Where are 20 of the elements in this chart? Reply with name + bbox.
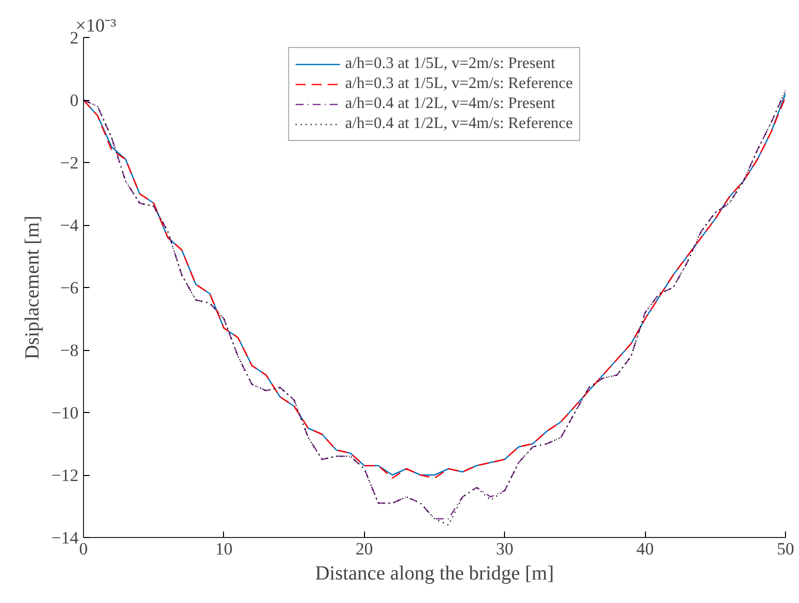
legend-label: a/h=0.4 at 1/2L, v=4m/s: Present: [345, 95, 556, 113]
y-axis-title: Dsiplacement [m]: [21, 216, 44, 360]
y-tick-label: −14: [51, 528, 79, 548]
y-tick-label: −4: [60, 216, 79, 235]
y-tick-label: −8: [60, 341, 78, 360]
x-tick-label: 30: [496, 540, 514, 558]
x-tick-label: 10: [215, 540, 233, 558]
y-tick-label: 0: [70, 91, 79, 110]
x-axis-title: Distance along the bridge [m]: [315, 562, 554, 584]
legend-label: a/h=0.4 at 1/2L, v=4m/s: Reference: [345, 115, 573, 133]
x-tick-label: 50: [776, 540, 794, 558]
x-tick-label: 40: [636, 540, 654, 558]
legend-label: a/h=0.3 at 1/5L, v=2m/s: Reference: [345, 75, 573, 93]
x-tick-label: 20: [356, 540, 373, 558]
y-tick-label: −10: [51, 404, 79, 422]
legend-label: a/h=0.3 at 1/5L, v=2m/s: Present: [345, 55, 556, 73]
y-tick-label: −12: [51, 466, 79, 485]
y-tick-label: −2: [60, 154, 78, 172]
y-tick-label: 2: [70, 28, 79, 48]
y-tick-label: −6: [60, 278, 79, 298]
